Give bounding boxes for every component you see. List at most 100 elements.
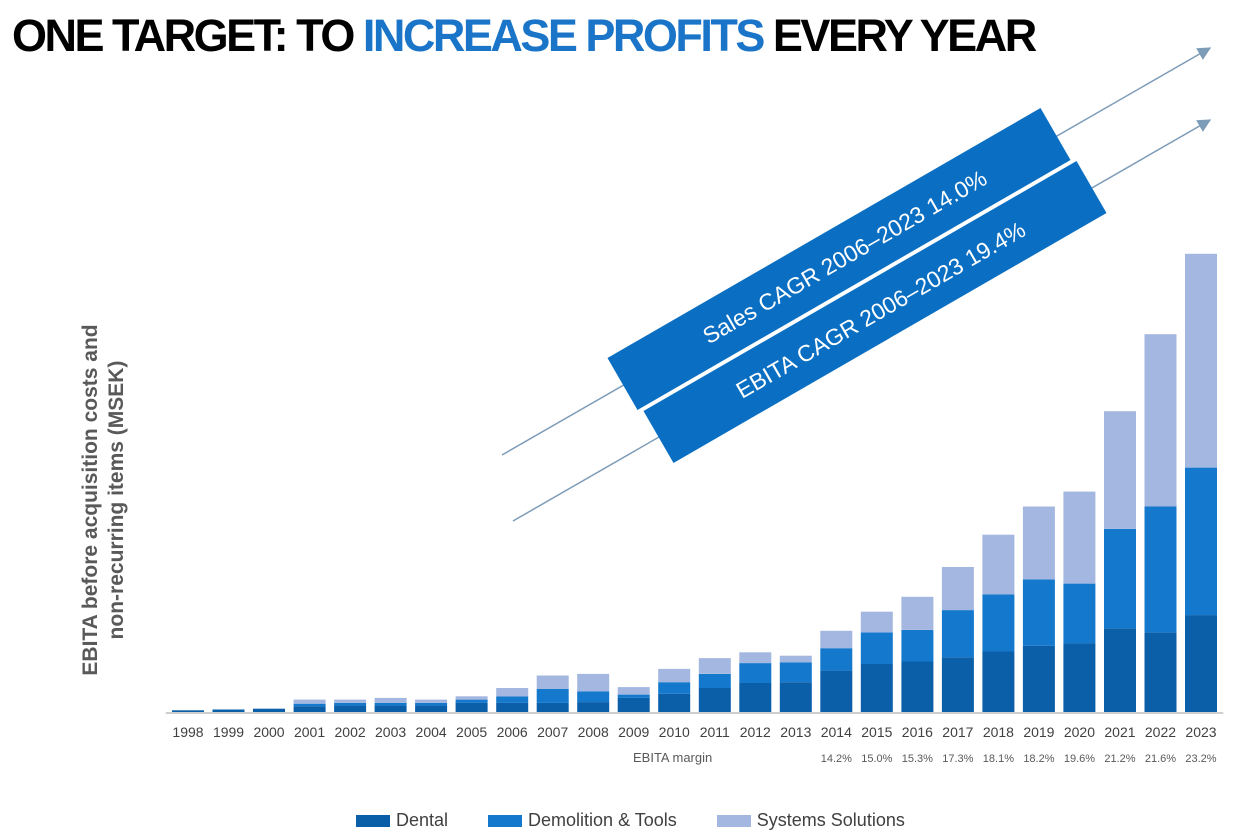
page-title: ONE TARGET: TO INCREASE PROFITS EVERY YE… [12,10,1037,62]
x-tick-label: 2015 [861,724,892,740]
legend-label-systems-solutions: Systems Solutions [756,810,905,830]
x-tick-label: 1999 [213,724,244,740]
bar-2021-systems-solutions [1104,411,1136,529]
bar-2021-dental [1104,628,1136,712]
bar-2012-systems-solutions [739,652,772,664]
bar-2019-systems-solutions [1022,506,1055,580]
x-tick-label: 2006 [497,724,528,740]
bar-2013-systems-solutions [779,655,812,663]
bar-2023-systems-solutions [1185,253,1217,468]
x-tick-label: 2022 [1145,724,1176,740]
legend: Dental Demolition & Tools Systems Soluti… [356,810,905,831]
bar-2003-systems-solutions [374,697,407,703]
ebita-margin-value: 21.6% [1145,753,1176,765]
x-tick-label: 2008 [578,724,609,740]
bar-2023-dental [1185,615,1217,712]
bar-2020-dental [1063,643,1096,712]
bar-2023-demolition-tools [1185,467,1217,616]
title-part-1: ONE TARGET: TO [12,10,363,61]
bar-2022-systems-solutions [1144,334,1177,507]
legend-item-demolition-tools: Demolition & Tools [488,810,677,831]
bar-2013-demolition-tools [779,662,812,683]
x-tick-label: 2013 [780,724,811,740]
bar-2003-demolition-tools [374,702,407,706]
bar-2001-systems-solutions [293,699,326,704]
bar-2005-systems-solutions [455,696,488,700]
x-tick-label: 2005 [456,724,487,740]
x-tick-label: 2001 [294,724,325,740]
bar-2008-systems-solutions [577,673,610,692]
bar-2007-systems-solutions [536,675,569,689]
x-tick-label: 2004 [416,724,447,740]
bar-2001-dental [293,706,326,712]
bar-2008-dental [577,702,610,712]
x-tick-label: 2017 [942,724,973,740]
bar-2015-dental [860,663,893,712]
x-tick-label: 2021 [1104,724,1135,740]
ebita-margin-value: 17.3% [942,753,973,765]
x-tick-label: 2010 [659,724,690,740]
ebita-margin-value: 15.0% [861,753,892,765]
x-tick-label: 2020 [1064,724,1095,740]
bar-2004-systems-solutions [415,699,448,703]
bar-2016-demolition-tools [901,630,934,662]
bar-2009-systems-solutions [617,687,650,695]
bar-2000-dental [253,708,285,712]
legend-item-dental: Dental [356,810,448,831]
bar-2015-systems-solutions [860,611,893,633]
bar-2011-dental [698,688,731,712]
bar-2008-demolition-tools [577,691,610,703]
bar-2009-dental [617,697,650,712]
x-tick-labels: 1998 1999 2000 2001 2002 2003 2004 2005 2006 2007… [172,724,1216,740]
ebita-margin-row: 14.2% 15.0% 15.3% 17.3% 18.1% 18.2% 19.6% 21.2%… [821,753,1217,765]
bar-2001-demolition-tools [293,703,326,707]
ebita-margin-value: 15.3% [902,753,933,765]
bar-2022-dental [1144,632,1177,712]
x-tick-label: 2012 [740,724,771,740]
bar-2006-demolition-tools [496,696,529,703]
bar-2009-demolition-tools [617,694,650,698]
bar-2012-dental [739,683,772,712]
bar-1999-dental [212,709,245,712]
bar-2018-systems-solutions [982,534,1015,595]
bar-2004-demolition-tools [415,702,448,706]
bar-2016-dental [901,661,934,712]
x-tick-label: 2009 [618,724,649,740]
bar-2006-dental [496,702,529,712]
ebita-margin-value: 18.1% [983,753,1014,765]
bar-2014-dental [820,670,853,712]
bar-2016-systems-solutions [901,596,934,630]
bar-2022-demolition-tools [1144,506,1177,633]
bar-2020-demolition-tools [1063,583,1096,644]
x-tick-label: 2016 [902,724,933,740]
title-accent: INCREASE PROFITS [362,10,766,61]
bar-2003-dental [374,705,407,712]
bar-2002-dental [334,705,367,712]
ebita-margin-value: 19.6% [1064,753,1095,765]
x-tick-label: 2014 [821,724,852,740]
x-tick-label: 2018 [983,724,1014,740]
x-tick-label: 1998 [172,724,203,740]
bar-2012-demolition-tools [739,663,772,683]
legend-swatch-dental [356,814,390,827]
bar-2018-dental [982,651,1015,712]
bar-2014-systems-solutions [820,630,853,649]
bar-2005-dental [455,702,488,712]
bar-2002-demolition-tools [334,702,367,706]
legend-label-demolition-tools: Demolition & Tools [528,810,677,830]
x-tick-label: 2003 [375,724,406,740]
x-tick-label: 2002 [335,724,366,740]
bar-2005-demolition-tools [455,699,488,703]
bar-2011-systems-solutions [698,658,731,674]
bar-1998-dental [172,710,204,712]
bar-2007-demolition-tools [536,688,569,703]
bar-2017-demolition-tools [941,610,974,658]
legend-swatch-demolition-tools [488,814,523,827]
legend-item-systems-solutions: Systems Solutions [716,810,905,831]
x-tick-label: 2023 [1185,724,1216,740]
x-tick-label: 2007 [537,724,568,740]
ebita-margin-value: 21.2% [1104,753,1135,765]
legend-swatch-systems-solutions [716,814,751,827]
bar-2010-systems-solutions [658,668,691,683]
